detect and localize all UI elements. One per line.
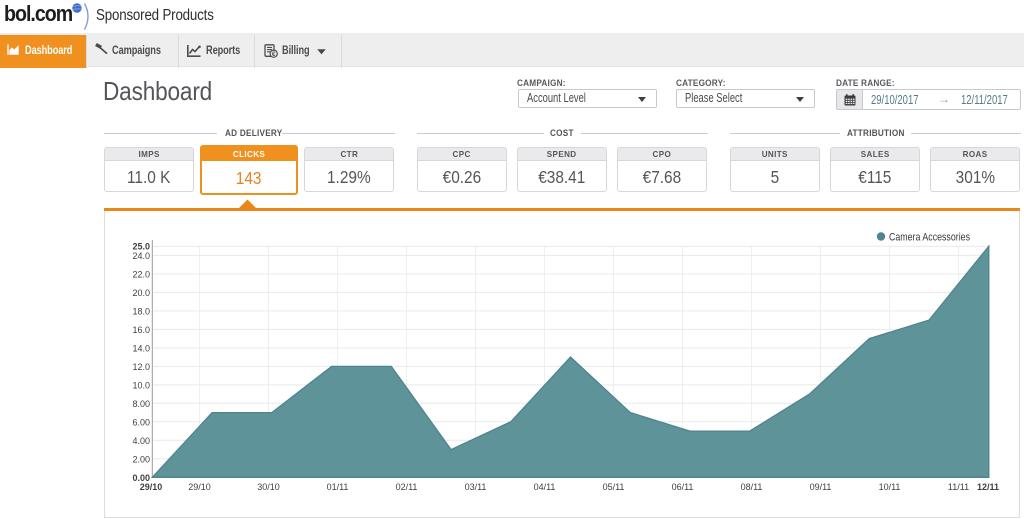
svg-text:12/11: 12/11 [977, 482, 999, 492]
svg-text:18.0: 18.0 [132, 306, 150, 316]
svg-text:03/11: 03/11 [465, 482, 487, 492]
svg-text:05/11: 05/11 [603, 482, 625, 492]
svg-text:10.0: 10.0 [132, 380, 150, 390]
svg-text:25.0: 25.0 [132, 242, 150, 252]
svg-text:09/11: 09/11 [810, 482, 832, 492]
svg-text:16.0: 16.0 [132, 325, 150, 335]
svg-text:14.0: 14.0 [132, 343, 150, 353]
svg-text:02/11: 02/11 [396, 482, 418, 492]
svg-text:12.0: 12.0 [132, 362, 150, 372]
svg-text:10/11: 10/11 [879, 482, 901, 492]
svg-text:29/10: 29/10 [140, 482, 163, 492]
svg-text:24.0: 24.0 [132, 251, 150, 261]
svg-text:08/11: 08/11 [741, 482, 763, 492]
svg-text:20.0: 20.0 [132, 288, 150, 298]
svg-text:€: € [272, 51, 276, 58]
svg-text:11/11: 11/11 [948, 482, 969, 492]
svg-text:22.0: 22.0 [132, 269, 150, 279]
svg-text:6.00: 6.00 [132, 417, 150, 427]
svg-text:04/11: 04/11 [534, 482, 556, 492]
svg-text:Camera Accessories: Camera Accessories [889, 232, 970, 244]
svg-text:2.00: 2.00 [132, 454, 150, 464]
svg-text:0.00: 0.00 [132, 473, 150, 483]
svg-text:4.00: 4.00 [132, 436, 150, 446]
svg-text:06/11: 06/11 [672, 482, 694, 492]
svg-text:29/10: 29/10 [188, 482, 211, 492]
svg-text:01/11: 01/11 [327, 482, 349, 492]
svg-text:30/10: 30/10 [257, 482, 280, 492]
svg-text:8.00: 8.00 [132, 399, 150, 409]
